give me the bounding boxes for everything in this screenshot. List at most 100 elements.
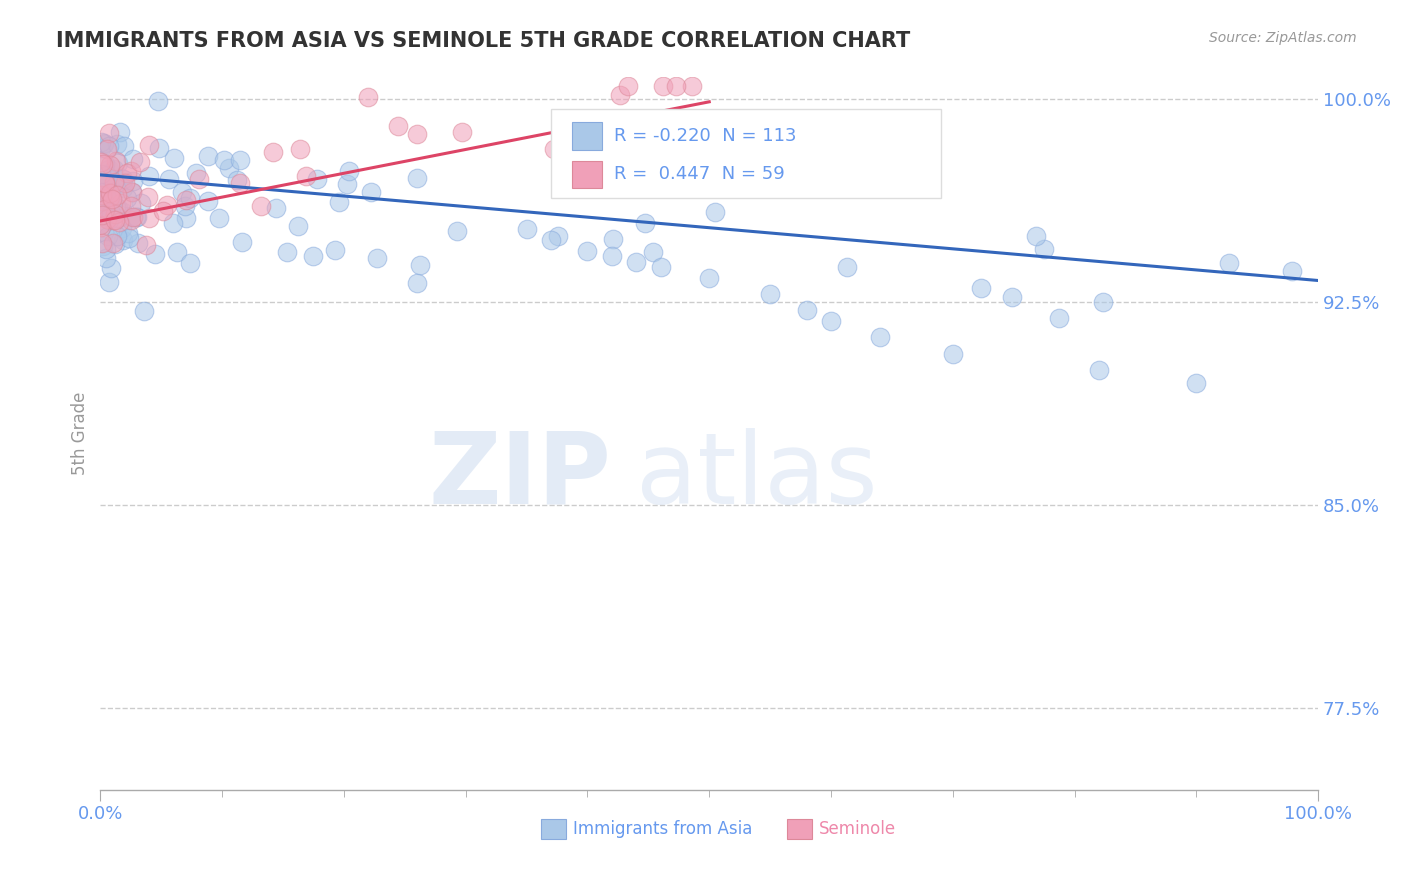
Point [650, 260, 672, 274]
Point [101, 213, 124, 227]
Point [98, 139, 121, 153]
Point [446, 224, 468, 238]
Point [120, 212, 142, 227]
Point [174, 193, 197, 207]
Point [166, 244, 188, 259]
Point [93, 225, 115, 239]
Y-axis label: 5th Grade: 5th Grade [72, 392, 89, 475]
Point [262, 145, 284, 159]
Point [112, 175, 135, 189]
Point [94, 252, 117, 266]
Point [970, 280, 993, 294]
Point [90, 192, 112, 206]
Point [90, 167, 112, 181]
Point [91, 157, 114, 171]
Point [103, 162, 125, 177]
FancyBboxPatch shape [551, 110, 941, 199]
Point [94, 157, 117, 171]
Point [143, 246, 166, 260]
Point [138, 211, 160, 225]
Point [100, 206, 122, 220]
Point [125, 210, 148, 224]
Point [138, 169, 160, 183]
Point [93, 136, 115, 150]
Point [697, 270, 720, 285]
Point [835, 260, 858, 275]
Point [93, 136, 115, 151]
Point [97, 228, 120, 243]
Point [602, 232, 624, 246]
Text: Source: ZipAtlas.com: Source: ZipAtlas.com [1209, 31, 1357, 45]
Point [103, 185, 125, 199]
Point [120, 164, 142, 178]
Point [540, 233, 562, 247]
Point [607, 112, 630, 127]
Point [516, 222, 538, 236]
Point [111, 172, 134, 186]
Point [942, 346, 965, 360]
Point [288, 142, 311, 156]
Point [357, 90, 380, 104]
Point [156, 198, 179, 212]
Point [1185, 376, 1208, 391]
Point [115, 191, 138, 205]
Point [250, 199, 273, 213]
Point [104, 237, 127, 252]
Point [703, 204, 725, 219]
Point [547, 229, 569, 244]
Point [103, 175, 125, 189]
Point [98, 213, 121, 227]
Point [609, 88, 631, 103]
Point [97, 275, 120, 289]
Point [96, 178, 118, 193]
Point [212, 153, 235, 168]
Point [127, 235, 149, 250]
Point [98, 190, 121, 204]
Point [208, 211, 231, 225]
Point [93, 176, 115, 190]
Point [114, 139, 136, 153]
Point [1218, 256, 1240, 270]
Point [111, 181, 134, 195]
Point [96, 142, 118, 156]
Point [115, 166, 138, 180]
Point [229, 176, 252, 190]
Point [101, 173, 124, 187]
Point [1281, 264, 1303, 278]
Point [323, 244, 346, 258]
Point [97, 194, 120, 208]
Point [634, 217, 657, 231]
Point [89, 218, 111, 232]
Point [264, 201, 287, 215]
Point [387, 120, 409, 134]
Point [287, 219, 309, 233]
Point [90, 155, 112, 169]
Point [105, 137, 128, 152]
Point [121, 185, 143, 199]
Point [121, 153, 143, 167]
Point [174, 211, 197, 226]
Point [759, 287, 782, 301]
Point [641, 244, 664, 259]
Point [276, 245, 298, 260]
Point [94, 242, 117, 256]
Point [648, 128, 671, 143]
Point [1047, 310, 1070, 325]
Point [96, 211, 118, 226]
Point [120, 199, 142, 213]
Point [681, 78, 703, 93]
Point [96, 168, 118, 182]
Text: R =  0.447  N = 59: R = 0.447 N = 59 [614, 165, 785, 184]
Point [174, 199, 197, 213]
Point [104, 213, 127, 227]
Point [114, 176, 136, 190]
Point [305, 172, 328, 186]
Point [152, 203, 174, 218]
Point [91, 188, 114, 202]
Point [1001, 290, 1024, 304]
Point [197, 148, 219, 162]
Point [651, 78, 673, 93]
Point [91, 208, 114, 222]
Point [600, 249, 623, 263]
Point [121, 210, 143, 224]
